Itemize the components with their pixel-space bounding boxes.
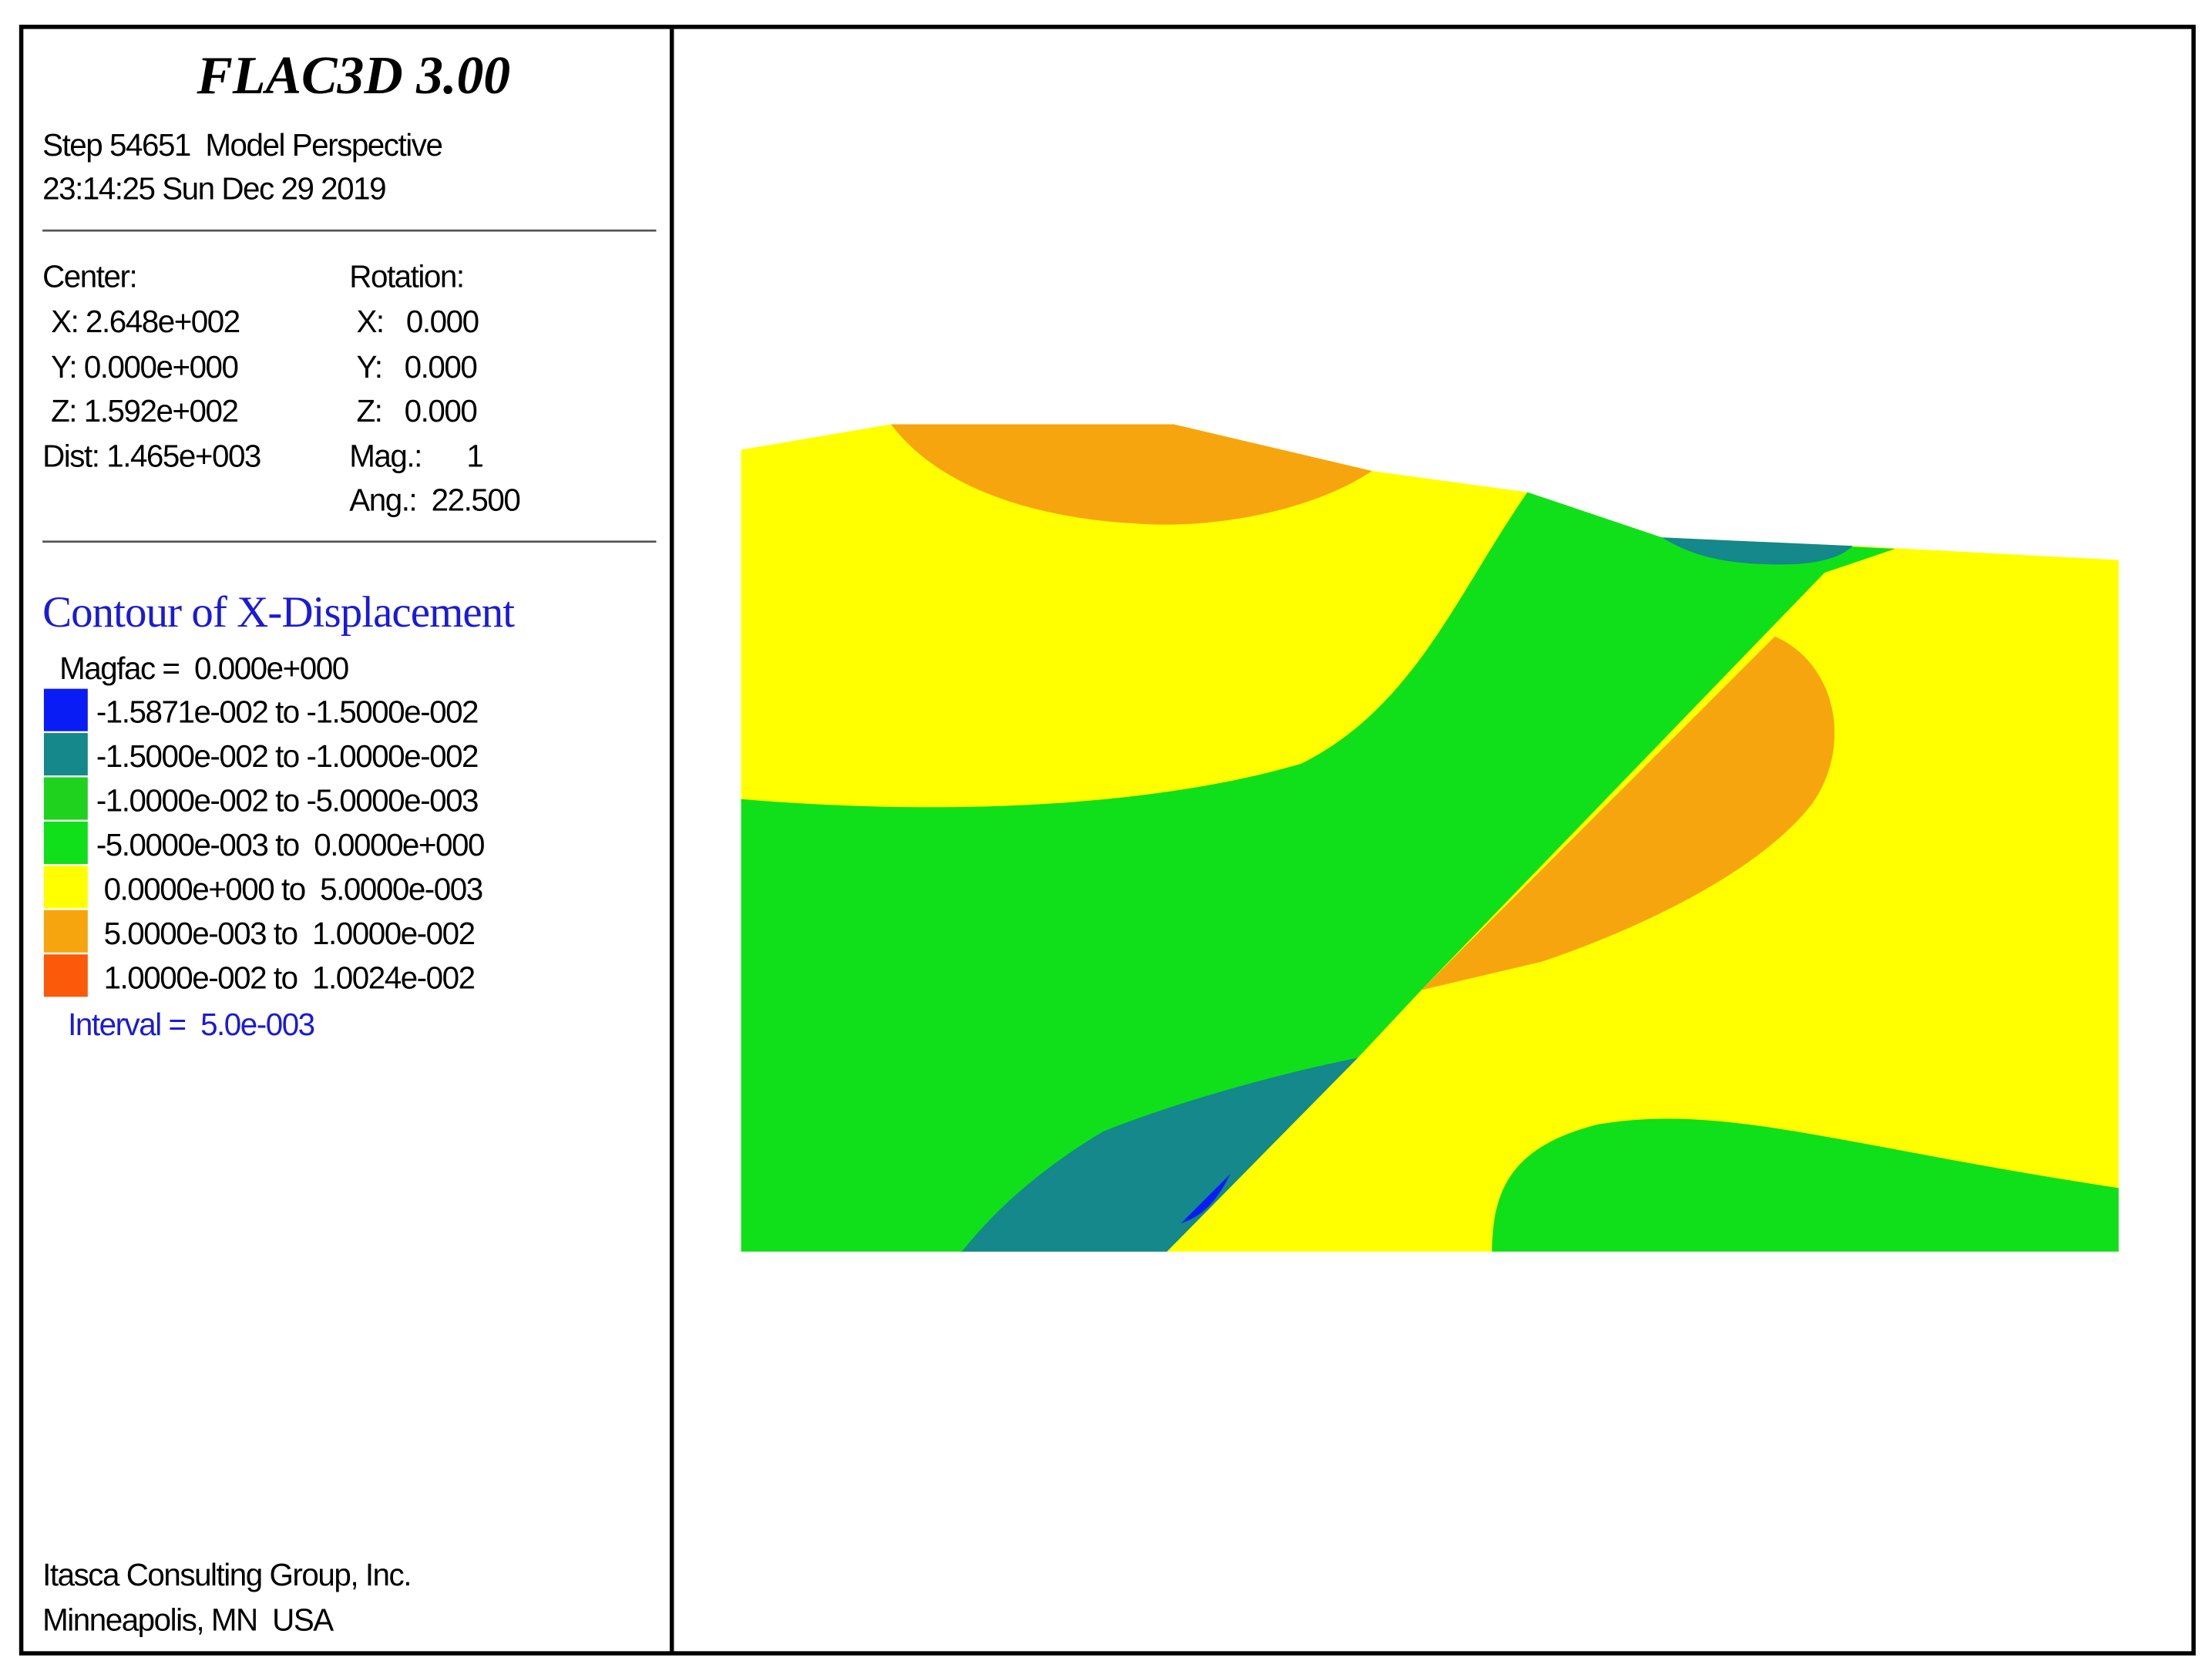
rotation-value: Z: 0.000	[356, 393, 476, 429]
company: Itasca Consulting Group, Inc.	[42, 1557, 411, 1592]
mag: Mag.: 1	[349, 439, 482, 474]
frame	[18, 25, 2196, 1656]
step-line: Step 54651 Model Perspective	[42, 127, 442, 163]
magfac: Magfac = 0.000e+000	[59, 651, 348, 686]
location: Minneapolis, MN USA	[42, 1602, 334, 1638]
legend-swatch	[43, 866, 88, 909]
legend-label: 0.0000e+000 to 5.0000e-003	[96, 871, 482, 906]
zone-orange	[1421, 636, 1835, 990]
ang: Ang.: 22.500	[349, 482, 519, 517]
legend-swatch	[43, 821, 88, 864]
rotation-label: Rotation:	[349, 258, 463, 294]
zone-orange	[891, 424, 1372, 525]
legend-label: -1.5871e-002 to -1.5000e-002	[96, 694, 478, 730]
zone-green	[741, 492, 1895, 1252]
zone-teal	[1662, 537, 1853, 565]
legend-swatch	[43, 954, 88, 997]
legend-label: 1.0000e-002 to 1.0024e-002	[96, 960, 475, 995]
legend: -1.5871e-002 to -1.5000e-002 -1.5000e-002…	[43, 688, 485, 997]
legend-label: -1.5000e-002 to -1.0000e-002	[96, 738, 478, 774]
legend-title: Contour of X-Displacement	[42, 588, 515, 637]
legend-label: -1.0000e-002 to -5.0000e-003	[96, 783, 478, 819]
legend-swatch	[43, 688, 88, 731]
legend-label: -5.0000e-003 to 0.0000e+000	[96, 827, 484, 862]
zone-green	[1491, 1118, 2119, 1252]
rotation-value: X: 0.000	[356, 304, 478, 339]
contour-plot	[741, 424, 2119, 1252]
rotation-value: Y: 0.000	[356, 349, 476, 385]
dist: Dist: 1.465e+003	[42, 439, 261, 474]
center-value: Z: 1.592e+002	[51, 393, 237, 429]
legend-swatch	[43, 909, 88, 953]
legend-swatch	[43, 777, 88, 820]
zone-teal	[961, 1057, 1358, 1252]
title: FLAC3D 3.00	[196, 46, 510, 106]
center-value: Y: 0.000e+000	[51, 349, 237, 385]
interval: Interval = 5.0e-003	[68, 1007, 314, 1042]
legend-label: 5.0000e-003 to 1.0000e-002	[96, 916, 475, 951]
center-value: X: 2.648e+002	[51, 304, 240, 339]
time-line: 23:14:25 Sun Dec 29 2019	[42, 171, 385, 207]
legend-swatch	[43, 733, 88, 776]
center-label: Center:	[42, 258, 136, 294]
